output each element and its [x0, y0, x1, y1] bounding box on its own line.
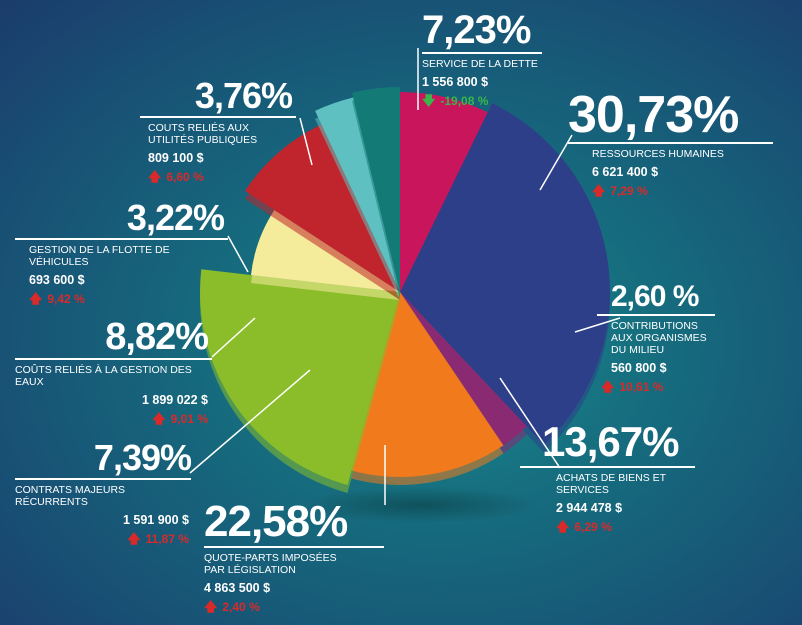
pct-text: 30,73%: [568, 86, 739, 144]
amount-text: 2 944 478 $: [556, 501, 623, 515]
arrow-up-icon: 🡅: [204, 599, 218, 614]
pct-text: 7,39%: [93, 437, 192, 478]
pct-text: 3,22%: [126, 197, 225, 238]
slice-label-achats: 13,67% ACHATS DE BIENS ET SERVICES 2 944…: [520, 420, 695, 540]
change-text: 🡅 10,61 %: [601, 378, 715, 400]
category-name: QUOTE-PARTS IMPOSÉES PAR LÉGISLATION: [204, 552, 337, 576]
amount-text: 560 800 $: [611, 361, 667, 375]
arrow-up-icon: 🡅: [152, 411, 166, 426]
amount-text: 1 591 900 $: [122, 513, 189, 527]
category-name: GESTION DE LA FLOTTE DE VÉHICULES: [29, 244, 170, 268]
pie-slice: [400, 92, 488, 292]
pie-shadow: [300, 487, 540, 523]
pie-slice: [352, 87, 400, 292]
arrow-down-icon: 🡇: [422, 93, 436, 108]
pct-text: 2,60 %: [611, 280, 699, 313]
amount-text: 693 600 $: [29, 273, 85, 287]
leader-line: [189, 369, 311, 474]
pct-text: 7,23%: [422, 8, 531, 52]
arrow-up-icon: 🡅: [148, 169, 162, 184]
arrow-up-icon: 🡅: [29, 291, 43, 306]
category-name: RESSOURCES HUMAINES: [592, 148, 724, 160]
pct-text: 3,76%: [194, 75, 293, 116]
pie-slice: [400, 103, 610, 445]
slice-label-contrats: 7,39% CONTRATS MAJEURS RÉCURRENTS 1 591 …: [15, 437, 192, 552]
slice-label-ressources-humaines: 30,73% RESSOURCES HUMAINES 6 621 400 $ 🡅…: [568, 86, 773, 204]
pct-text: 8,82%: [105, 316, 209, 358]
category-name: CONTRATS MAJEURS RÉCURRENTS: [15, 484, 126, 508]
amount-text: 809 100 $: [148, 151, 204, 165]
slice-label-gestion-eaux: 8,82% COÛTS RELIÉS À LA GESTION DES EAUX…: [15, 318, 212, 432]
pct-text: 22,58%: [204, 497, 348, 546]
change-text: 🡅 9,42 %: [29, 290, 228, 312]
change-text: 🡅 6,60 %: [148, 168, 296, 190]
change-text: 🡇 -19,08 %: [422, 92, 542, 114]
amount-text: 6 621 400 $: [592, 165, 659, 179]
slice-label-flotte: 3,22% GESTION DE LA FLOTTE DE VÉHICULES …: [15, 200, 228, 312]
leader-line: [499, 377, 561, 469]
amount-text: 1 899 022 $: [141, 393, 208, 407]
arrow-up-icon: 🡅: [592, 183, 606, 198]
arrow-up-icon: 🡅: [556, 519, 570, 534]
category-name: COÛTS RELIÉS À LA GESTION DES EAUX: [15, 364, 192, 388]
pie-slice: [245, 124, 400, 292]
amount-text: 1 556 800 $: [422, 75, 489, 89]
pct-text: 13,67%: [542, 418, 679, 465]
category-name: SERVICE DE LA DETTE: [422, 58, 538, 70]
leader-line: [574, 317, 621, 333]
slice-label-quote-parts: 22,58% QUOTE-PARTS IMPOSÉES PAR LÉGISLAT…: [204, 500, 384, 620]
pie-slice: [315, 97, 400, 292]
leader-line: [211, 317, 256, 358]
category-name: CONTRIBUTIONS AUX ORGANISMES DU MILIEU: [611, 320, 707, 356]
change-text: 🡅 6,29 %: [556, 518, 695, 540]
amount-text: 4 863 500 $: [204, 581, 271, 595]
slice-label-utilites: 3,76% COUTS RELIÉS AUX UTILITÉS PUBLIQUE…: [140, 78, 296, 190]
change-text: 🡅 2,40 %: [204, 598, 384, 620]
arrow-up-icon: 🡅: [127, 531, 141, 546]
change-text: 🡅 7,29 %: [592, 182, 773, 204]
slice-label-contributions: 2,60 % CONTRIBUTIONS AUX ORGANISMES DU M…: [597, 282, 715, 400]
pie-slice: [400, 292, 527, 446]
arrow-up-icon: 🡅: [601, 379, 615, 394]
category-name: ACHATS DE BIENS ET SERVICES: [556, 472, 666, 496]
category-name: COUTS RELIÉS AUX UTILITÉS PUBLIQUES: [148, 122, 258, 146]
leader-line: [299, 117, 313, 166]
change-text: 🡅 11,87 %: [15, 530, 189, 552]
leader-line: [227, 235, 249, 273]
slice-label-service-dette: 7,23% SERVICE DE LA DETTE 1 556 800 $ 🡇 -…: [422, 10, 542, 114]
leader-line: [539, 134, 573, 191]
change-text: 🡅 9,01 %: [15, 410, 208, 432]
